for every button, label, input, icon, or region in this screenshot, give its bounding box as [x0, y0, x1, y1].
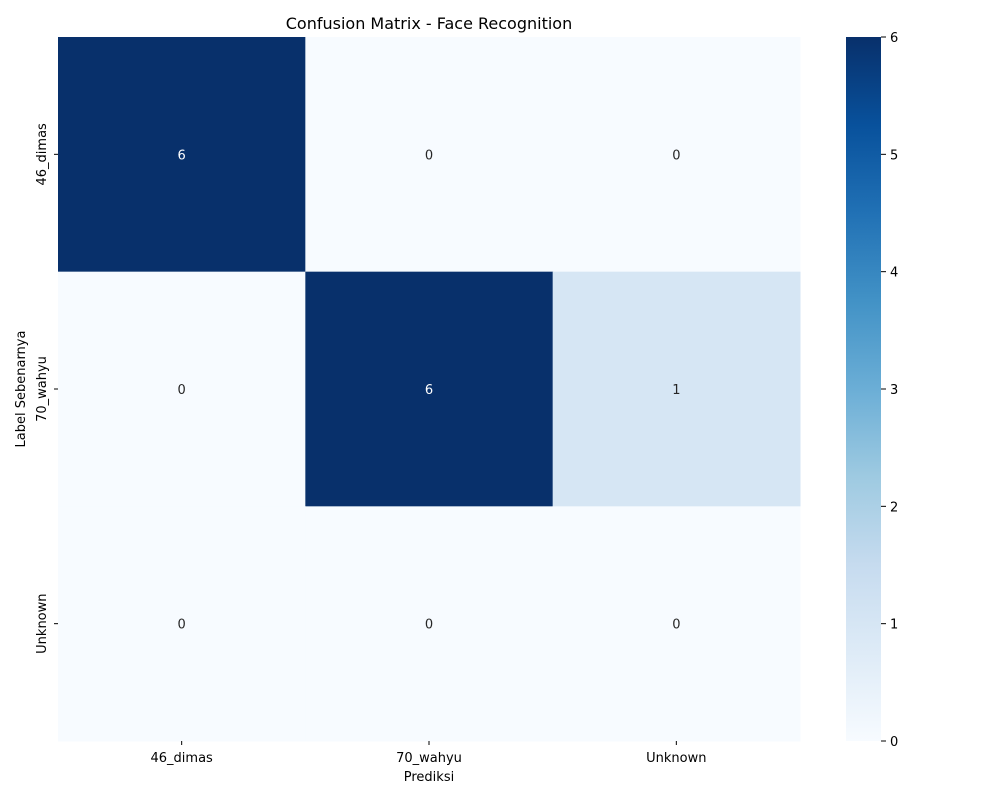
y-tick-label: Unknown [35, 593, 50, 653]
colorbar-tick-label: 4 [890, 266, 898, 281]
cell-annotation: 6 [178, 148, 186, 163]
cell-annotation: 0 [672, 148, 680, 163]
heatmap-cell [58, 506, 306, 742]
colorbar-tick-label: 1 [890, 618, 898, 633]
cell-annotation: 0 [425, 618, 433, 633]
colorbar-ticks: 0 1 2 3 4 5 6 [881, 31, 898, 750]
cell-annotation: 0 [178, 618, 186, 633]
colorbar-tick-label: 5 [890, 148, 898, 163]
colorbar-tick-label: 0 [890, 735, 898, 750]
colorbar-tick-label: 3 [890, 383, 898, 398]
cell-annotation: 0 [178, 383, 186, 398]
x-tick-label: 70_wahyu [396, 751, 462, 766]
heatmap-cells [58, 37, 801, 742]
cell-annotation: 6 [425, 383, 433, 398]
heatmap-cell [305, 37, 554, 273]
chart-title: Confusion Matrix - Face Recognition [286, 14, 572, 33]
x-axis-label: Prediksi [404, 770, 454, 785]
colorbar [846, 37, 881, 741]
y-tick-label: 46_dimas [35, 123, 50, 186]
y-axis-label: Label Sebenarnya [14, 331, 29, 448]
colorbar-tick-label: 2 [890, 500, 898, 515]
heatmap-cell [552, 271, 801, 507]
x-tick-label: 46_dimas [151, 751, 214, 766]
heatmap-cell [58, 271, 306, 507]
cell-annotation: 0 [425, 148, 433, 163]
heatmap-cell [305, 271, 554, 507]
cell-annotations: 6 0 0 0 6 1 0 0 0 [178, 148, 681, 632]
heatmap-cell [305, 506, 554, 742]
y-tick-label: 70_wahyu [35, 356, 50, 422]
y-axis-ticks: 46_dimas 70_wahyu Unknown [35, 123, 58, 654]
cell-annotation: 0 [672, 618, 680, 633]
colorbar-tick-label: 6 [890, 31, 898, 46]
cell-annotation: 1 [672, 383, 680, 398]
heatmap-cell [552, 506, 801, 742]
x-axis-ticks: 46_dimas 70_wahyu Unknown [151, 741, 707, 766]
heatmap-cell [552, 37, 801, 273]
x-tick-label: Unknown [646, 751, 706, 766]
heatmap-cell [58, 37, 306, 273]
